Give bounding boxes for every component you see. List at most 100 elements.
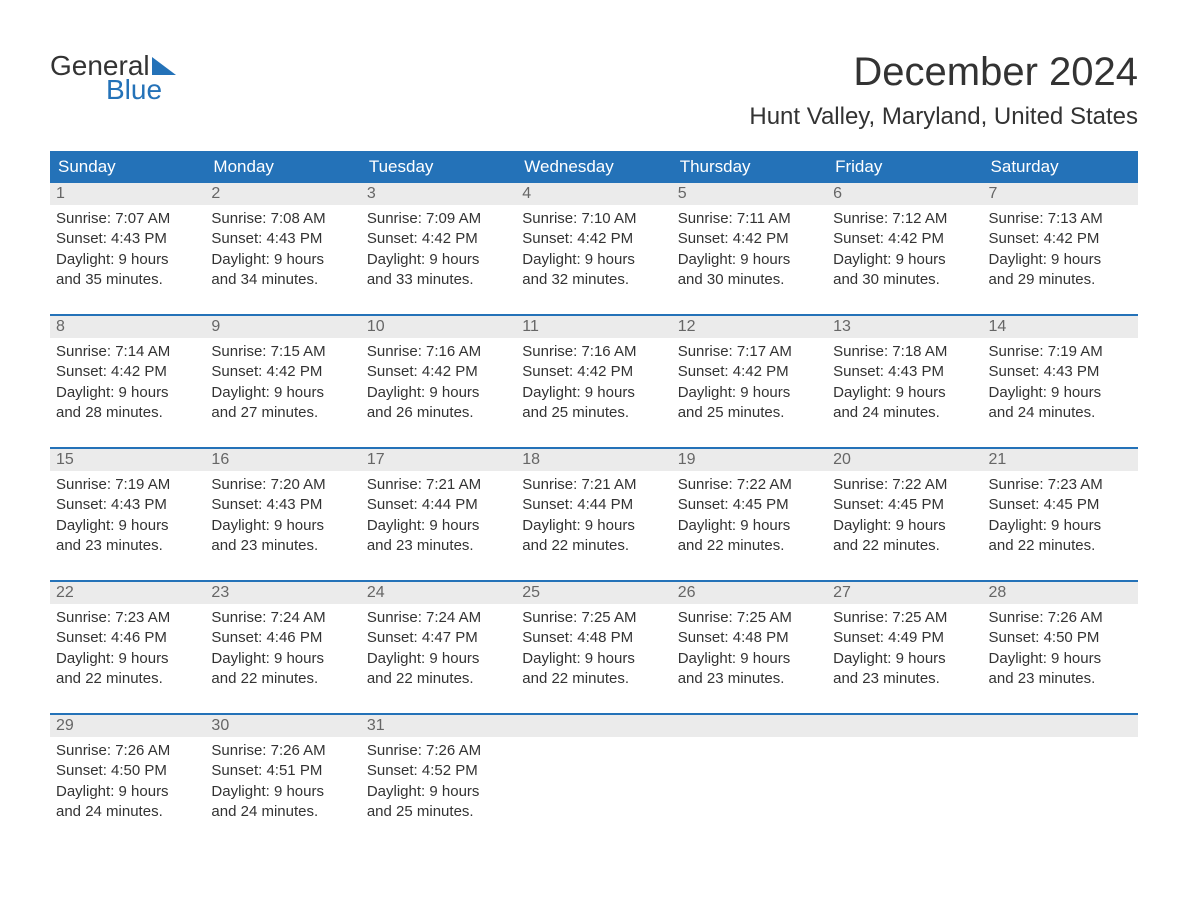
day-number-row	[516, 715, 671, 737]
day-cell: 7Sunrise: 7:13 AMSunset: 4:42 PMDaylight…	[983, 183, 1138, 294]
day-number-row: 20	[827, 449, 982, 471]
sunrise-text: Sunrise: 7:19 AM	[56, 475, 199, 495]
day-number: 13	[833, 318, 851, 335]
sunset-text: Sunset: 4:43 PM	[211, 495, 354, 515]
sunrise-text: Sunrise: 7:11 AM	[678, 209, 821, 229]
day-number: 30	[211, 717, 229, 734]
daylight-text-line2: and 22 minutes.	[367, 669, 510, 689]
day-cell: 25Sunrise: 7:25 AMSunset: 4:48 PMDayligh…	[516, 582, 671, 693]
daylight-text-line1: Daylight: 9 hours	[989, 250, 1132, 270]
daylight-text-line1: Daylight: 9 hours	[678, 250, 821, 270]
daylight-text-line1: Daylight: 9 hours	[367, 250, 510, 270]
day-number-row: 14	[983, 316, 1138, 338]
day-content: Sunrise: 7:11 AMSunset: 4:42 PMDaylight:…	[672, 205, 827, 294]
daylight-text-line2: and 23 minutes.	[989, 669, 1132, 689]
day-number-row: 12	[672, 316, 827, 338]
daylight-text-line2: and 25 minutes.	[522, 403, 665, 423]
daylight-text-line1: Daylight: 9 hours	[989, 516, 1132, 536]
daylight-text-line2: and 30 minutes.	[678, 270, 821, 290]
daylight-text-line1: Daylight: 9 hours	[678, 516, 821, 536]
sunset-text: Sunset: 4:44 PM	[522, 495, 665, 515]
sunset-text: Sunset: 4:42 PM	[367, 362, 510, 382]
sunrise-text: Sunrise: 7:18 AM	[833, 342, 976, 362]
day-content: Sunrise: 7:08 AMSunset: 4:43 PMDaylight:…	[205, 205, 360, 294]
sunrise-text: Sunrise: 7:21 AM	[522, 475, 665, 495]
day-number: 24	[367, 584, 385, 601]
day-number-row	[983, 715, 1138, 737]
sunrise-text: Sunrise: 7:07 AM	[56, 209, 199, 229]
day-cell: 14 Sunrise: 7:19 AMSunset: 4:43 PMDayligh…	[983, 316, 1138, 427]
daylight-text-line1: Daylight: 9 hours	[833, 383, 976, 403]
sunset-text: Sunset: 4:42 PM	[522, 229, 665, 249]
day-content: Sunrise: 7:26 AMSunset: 4:50 PMDaylight:…	[50, 737, 205, 826]
day-number-row: 1	[50, 183, 205, 205]
day-content: Sunrise: 7:26 AMSunset: 4:52 PMDaylight:…	[361, 737, 516, 826]
sunrise-text: Sunrise: 7:17 AM	[678, 342, 821, 362]
day-cell: 9Sunrise: 7:15 AMSunset: 4:42 PMDaylight…	[205, 316, 360, 427]
sunrise-text: Sunrise: 7:26 AM	[989, 608, 1132, 628]
day-cell: 22 Sunrise: 7:23 AMSunset: 4:46 PMDayligh…	[50, 582, 205, 693]
week-row: 15 Sunrise: 7:19 AM Sunset: 4:43 PM Dayligh…	[50, 447, 1138, 560]
day-number: 12	[678, 318, 696, 335]
sunset-text: Sunset: 4:42 PM	[989, 229, 1132, 249]
day-cell: 15Sunrise: 7:19 AMSunset: 4:43 PMDayligh…	[50, 449, 205, 560]
logo-word-blue: Blue	[106, 74, 162, 106]
daylight-text-line1: Daylight: 9 hours	[678, 649, 821, 669]
sunset-text: Sunset: 4:42 PM	[56, 362, 199, 382]
sunrise-text: Sunrise: 7:10 AM	[522, 209, 665, 229]
day-content: Sunrise: 7:14 AMSunset: 4:42 PMDaylight:…	[50, 338, 205, 427]
daylight-text-line1: Daylight: 9 hours	[56, 649, 199, 669]
day-cell: 4Sunrise: 7:10 AMSunset: 4:42 PMDaylight…	[516, 183, 671, 294]
sunset-text: Sunset: 4:52 PM	[367, 761, 510, 781]
day-content: Sunrise: 7:25 AMSunset: 4:48 PMDaylight:…	[672, 604, 827, 693]
daylight-text-line2: and 24 minutes.	[989, 403, 1132, 423]
sunrise-text: Sunrise: 7:26 AM	[367, 741, 510, 761]
sunrise-text: Sunrise: 7:23 AM	[56, 608, 199, 628]
sunset-text: Sunset: 4:46 PM	[56, 628, 199, 648]
sunset-text: Sunset: 4:47 PM	[367, 628, 510, 648]
daylight-text-line1: Daylight: 9 hours	[522, 250, 665, 270]
daylight-text-line2: and 23 minutes.	[833, 669, 976, 689]
day-number-row: 29	[50, 715, 205, 737]
sunset-text: Sunset: 4:50 PM	[989, 628, 1132, 648]
weekday-tuesday: Tuesday	[361, 151, 516, 183]
day-content: Sunrise: 7:22 AMSunset: 4:45 PMDaylight:…	[672, 471, 827, 560]
day-number: 31	[367, 717, 385, 734]
day-number: 14	[989, 318, 1007, 335]
daylight-text-line2: and 22 minutes.	[56, 669, 199, 689]
day-number-row: 5	[672, 183, 827, 205]
daylight-text-line1: Daylight: 9 hours	[522, 383, 665, 403]
sunrise-text: Sunrise: 7:24 AM	[367, 608, 510, 628]
sunrise-text: Sunrise: 7:09 AM	[367, 209, 510, 229]
day-number: 27	[833, 584, 851, 601]
daylight-text-line2: and 22 minutes.	[211, 669, 354, 689]
daylight-text-line1: Daylight: 9 hours	[56, 250, 199, 270]
day-content: Sunrise: 7:10 AMSunset: 4:42 PMDaylight:…	[516, 205, 671, 294]
sunrise-text: Sunrise: 7:16 AM	[367, 342, 510, 362]
title-block: December 2024 Hunt Valley, Maryland, Uni…	[749, 50, 1138, 131]
weekday-sunday: Sunday	[50, 151, 205, 183]
day-content: Sunrise: 7:21 AMSunset: 4:44 PMDaylight:…	[516, 471, 671, 560]
day-content: Sunrise: 7:07 AMSunset: 4:43 PMDaylight:…	[50, 205, 205, 294]
day-number: 15	[56, 451, 74, 468]
day-number-row: 22	[50, 582, 205, 604]
daylight-text-line2: and 29 minutes.	[989, 270, 1132, 290]
sunrise-text: Sunrise: 7:26 AM	[56, 741, 199, 761]
location-text: Hunt Valley, Maryland, United States	[749, 103, 1138, 131]
day-number: 28	[989, 584, 1007, 601]
day-number: 22	[56, 584, 74, 601]
day-content: Sunrise: 7:26 AMSunset: 4:50 PMDaylight:…	[983, 604, 1138, 693]
sunrise-text: Sunrise: 7:22 AM	[678, 475, 821, 495]
day-content: Sunrise: 7:21 AMSunset: 4:44 PMDaylight:…	[361, 471, 516, 560]
day-content: Sunrise: 7:19 AMSunset: 4:43 PMDaylight:…	[983, 338, 1138, 427]
sunset-text: Sunset: 4:46 PM	[211, 628, 354, 648]
day-cell: 1Sunrise: 7:07 AMSunset: 4:43 PMDaylight…	[50, 183, 205, 294]
day-cell	[516, 715, 671, 826]
sunset-text: Sunset: 4:42 PM	[367, 229, 510, 249]
daylight-text-line1: Daylight: 9 hours	[56, 782, 199, 802]
day-number: 3	[367, 185, 376, 202]
day-number-row: 18	[516, 449, 671, 471]
day-number-row: 15	[50, 449, 205, 471]
day-number: 6	[833, 185, 842, 202]
sunset-text: Sunset: 4:43 PM	[211, 229, 354, 249]
